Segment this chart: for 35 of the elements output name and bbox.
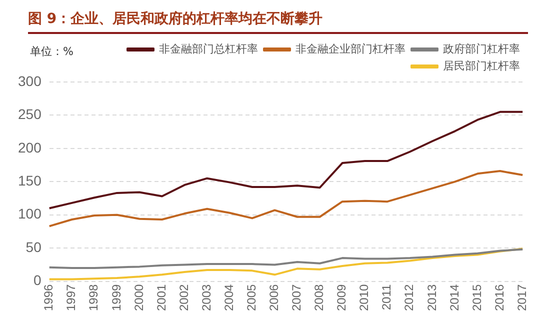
- legend-label: 政府部门杠杆率: [443, 42, 520, 56]
- x-tick-label: 2001: [154, 284, 168, 312]
- x-tick-label: 2006: [267, 284, 282, 312]
- x-tick-label: 2005: [244, 284, 258, 312]
- x-tick-label: 1996: [42, 284, 56, 312]
- chart-title: 图 9：企业、居民和政府的杠杆率均在不断攀升: [28, 0, 528, 34]
- x-tick-label: 2010: [357, 284, 372, 312]
- x-tick-label: 2013: [424, 284, 439, 312]
- y-tick-label: 250: [18, 106, 42, 122]
- x-tick-label: 2014: [447, 284, 462, 312]
- y-tick-label: 200: [18, 139, 42, 156]
- y-tick-label: 100: [18, 206, 42, 222]
- x-tick-label: 2015: [470, 284, 484, 312]
- x-tick-label: 2017: [514, 284, 529, 312]
- legend-label: 非金融部门总杠杆率: [159, 42, 258, 56]
- x-tick-label: 2004: [222, 284, 236, 312]
- x-tick-label: 2003: [199, 284, 214, 312]
- x-tick-label: 2000: [132, 284, 146, 312]
- x-tick-label: 1998: [86, 284, 101, 312]
- x-tick-label: 2002: [176, 284, 191, 312]
- legend-label: 居民部门杠杆率: [443, 59, 520, 72]
- x-tick-label: 2016: [492, 284, 506, 312]
- legend-label: 非金融企业部门杠杆率: [296, 42, 406, 56]
- x-tick-label: 1999: [109, 284, 124, 312]
- x-tick-label: 2009: [334, 284, 349, 312]
- x-tick-label: 2011: [380, 284, 394, 310]
- y-tick-label: 50: [26, 238, 42, 255]
- y-tick-label: 300: [18, 72, 42, 89]
- y-tick-label: 0: [34, 272, 42, 288]
- x-tick-label: 1997: [64, 284, 78, 312]
- x-tick-label: 2007: [290, 284, 304, 312]
- y-axis-title: 单位：%: [30, 44, 74, 59]
- x-tick-label: 2008: [312, 284, 326, 312]
- x-tick-label: 2012: [402, 284, 416, 312]
- y-tick-label: 150: [18, 172, 42, 189]
